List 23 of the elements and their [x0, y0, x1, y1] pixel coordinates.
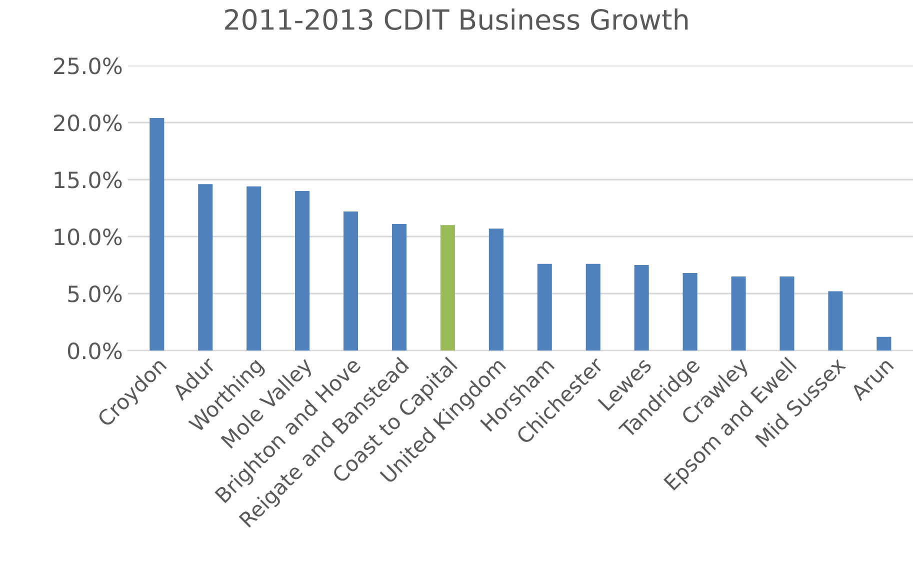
bar	[246, 186, 262, 351]
bar	[344, 211, 358, 351]
bar	[488, 228, 504, 351]
bar	[537, 264, 552, 351]
y-tick-label: 20.0%	[54, 114, 122, 132]
bar	[828, 291, 843, 351]
bar	[150, 118, 164, 351]
bar	[731, 276, 746, 351]
y-tick-label: 25.0%	[54, 58, 122, 74]
bar	[392, 224, 407, 351]
chart-title: 2011-2013 CDIT Business Growth	[225, 8, 688, 30]
bar	[876, 336, 892, 351]
bar	[634, 265, 649, 351]
bar	[295, 190, 310, 351]
bar	[682, 273, 698, 351]
bar	[440, 225, 455, 351]
y-tick-label: 5.0%	[68, 286, 122, 302]
y-tick-label: 0.0%	[68, 342, 122, 360]
bar	[780, 276, 794, 351]
bar	[586, 264, 600, 351]
bar	[198, 184, 213, 351]
y-tick-label: 10.0%	[54, 228, 122, 246]
y-tick-label: 15.0%	[54, 172, 122, 188]
